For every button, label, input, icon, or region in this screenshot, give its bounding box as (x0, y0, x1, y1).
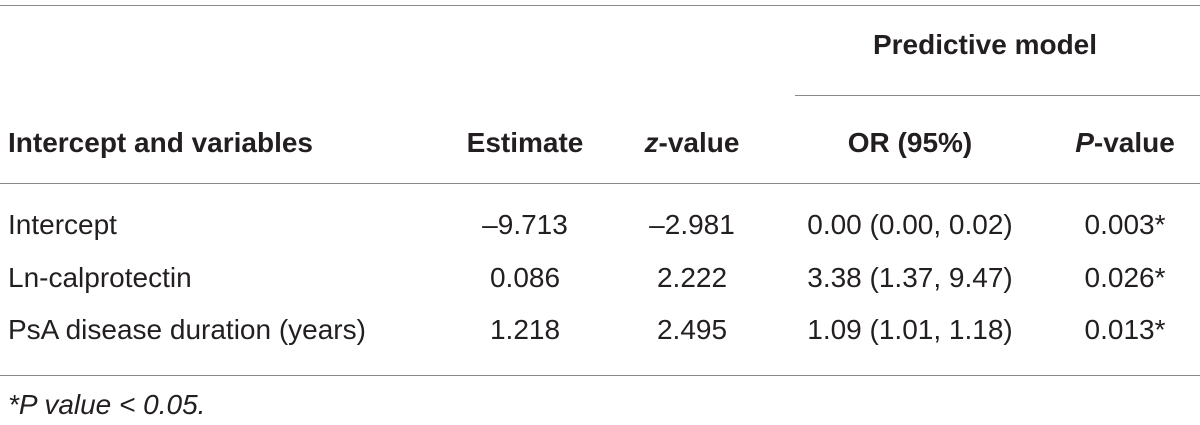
column-header: Intercept and variables (8, 126, 313, 160)
header-text: -value (1093, 127, 1175, 158)
cell: 0.026* (1084, 262, 1166, 293)
group-rule (795, 95, 1200, 96)
column-header: OR (95%) (848, 126, 972, 160)
cell: –9.713 (482, 209, 568, 240)
column-header: Estimate (467, 126, 584, 160)
cell: PsA disease duration (years) (8, 314, 366, 345)
header-text: OR (95%) (847, 127, 973, 158)
header-text: Intercept and variables (8, 127, 314, 158)
group-header: Predictive model (872, 29, 1098, 60)
cell: –2.981 (649, 209, 735, 240)
header-text: P (1075, 127, 1094, 158)
cell: 1.09 (1.01, 1.18) (807, 314, 1013, 345)
header-text: z (644, 127, 659, 158)
top-rule (0, 5, 1200, 6)
cell: 2.222 (656, 262, 728, 293)
footnote: *P value < 0.05. (8, 389, 206, 420)
column-header: P-value (1075, 126, 1175, 160)
header-text: Estimate (466, 127, 584, 158)
cell: 0.086 (489, 262, 561, 293)
header-rule (0, 183, 1200, 184)
cell: Ln-calprotectin (8, 262, 192, 293)
header-text: -value (658, 127, 740, 158)
cell: 0.00 (0.00, 0.02) (807, 209, 1013, 240)
cell: 3.38 (1.37, 9.47) (807, 262, 1013, 293)
cell: 0.013* (1084, 314, 1166, 345)
column-header: z-value (645, 126, 740, 160)
cell: Intercept (8, 209, 117, 240)
cell: 0.003* (1084, 209, 1166, 240)
bottom-rule (0, 375, 1200, 376)
cell: 1.218 (489, 314, 561, 345)
cell: 2.495 (656, 314, 728, 345)
